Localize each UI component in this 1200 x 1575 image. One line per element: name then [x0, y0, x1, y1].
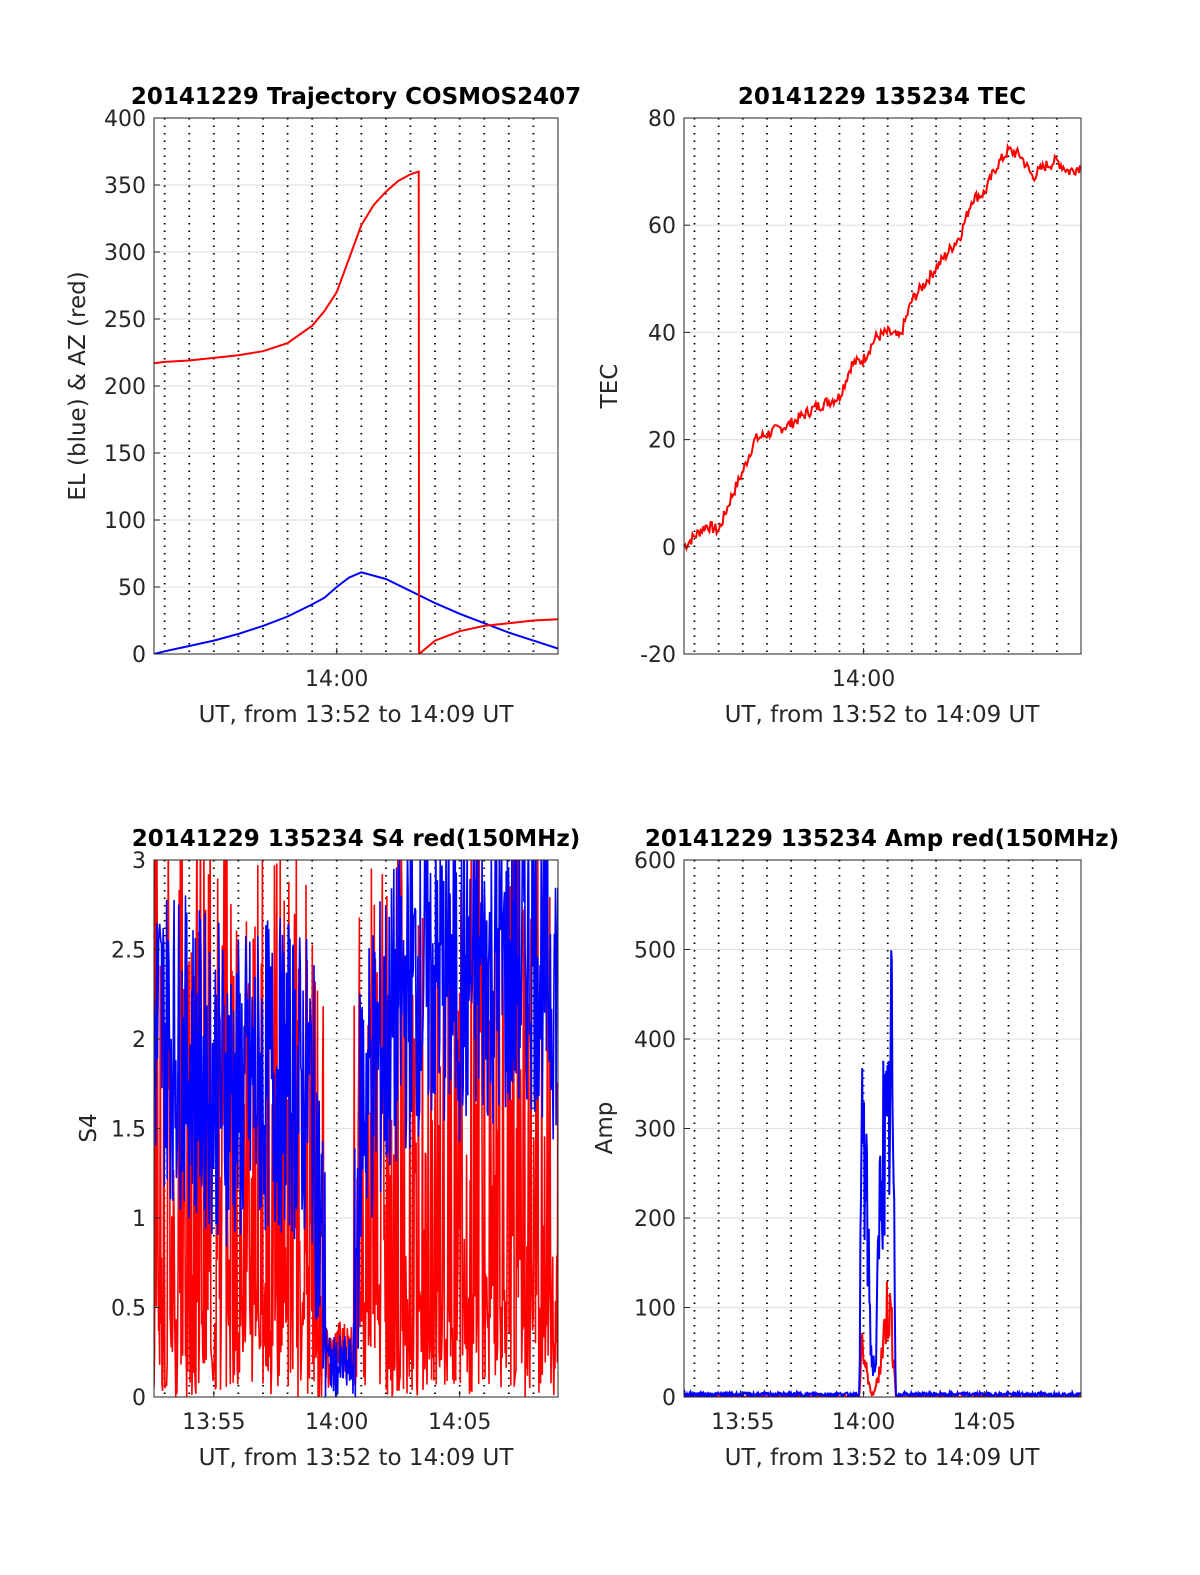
y-tick-label: 350: [104, 174, 146, 199]
y-tick-label: 50: [118, 576, 146, 601]
x-tick-label: 14:05: [953, 1410, 1016, 1435]
panel-trajectory: 20141229 Trajectory COSMOS2407 0 50 100 150…: [65, 84, 581, 728]
y-tick-label: 100: [634, 1297, 676, 1322]
series-line: [154, 571, 558, 654]
y-tick-label: 0: [662, 536, 676, 561]
y-tick-label: -20: [640, 643, 676, 668]
y-tick-label: 250: [104, 308, 146, 333]
title-s4: 20141229 135234 S4 red(150MHz): [132, 826, 581, 852]
ylabel-s4: S4: [76, 1113, 102, 1142]
y-tick-label: 20: [648, 429, 676, 454]
y-tick-label: 0: [132, 643, 146, 668]
y-tick-label: 40: [648, 321, 676, 346]
x-tick-label: 14:00: [305, 667, 368, 692]
panel-s4: 20141229 135234 S4 red(150MHz) 0 0.5 1 1.5 2…: [76, 826, 581, 1471]
series-line: [684, 950, 1081, 1397]
title-amp: 20141229 135234 Amp red(150MHz): [645, 826, 1119, 852]
y-tick-label: 200: [104, 375, 146, 400]
xlabel-tec: UT, from 13:52 to 14:09 UT: [725, 702, 1041, 728]
y-tick-label: 100: [104, 509, 146, 534]
xlabel-s4: UT, from 13:52 to 14:09 UT: [199, 1445, 515, 1471]
x-tick-label: 13:55: [182, 1410, 245, 1435]
ylabel-tec: TEC: [597, 364, 623, 410]
y-tick-label: 3: [132, 849, 146, 874]
y-tick-label: 600: [634, 849, 676, 874]
xlabel-amp: UT, from 13:52 to 14:09 UT: [725, 1445, 1041, 1471]
y-tick-label: 300: [104, 241, 146, 266]
series-line: [684, 142, 1081, 552]
x-tick-label: 14:00: [832, 667, 895, 692]
y-tick-label: 0: [132, 1386, 146, 1411]
y-tick-label: 300: [634, 1118, 676, 1143]
axes-frame-tec: [683, 117, 1082, 655]
series-line: [684, 1281, 1081, 1397]
y-tick-label: 1.5: [111, 1118, 146, 1143]
series-line: [154, 860, 558, 1397]
x-tick-label: 14:00: [832, 1410, 895, 1435]
y-tick-label: 200: [634, 1207, 676, 1232]
ylabel-trajectory: EL (blue) & AZ (red): [65, 271, 91, 500]
ylabel-amp: Amp: [592, 1102, 618, 1155]
y-tick-label: 0: [662, 1386, 676, 1411]
panel-tec: 20141229 135234 TEC -20 0 20 40 60 80 14:00 U…: [597, 84, 1082, 728]
y-tick-label: 500: [634, 939, 676, 964]
title-trajectory: 20141229 Trajectory COSMOS2407: [131, 84, 581, 110]
y-tick-label: 1: [132, 1207, 146, 1232]
x-tick-label: 13:55: [711, 1410, 774, 1435]
y-tick-label: 2: [132, 1028, 146, 1053]
y-tick-label: 400: [104, 107, 146, 132]
x-tick-label: 14:00: [305, 1410, 368, 1435]
y-tick-label: 0.5: [111, 1297, 146, 1322]
title-tec: 20141229 135234 TEC: [738, 84, 1026, 110]
x-tick-label: 14:05: [428, 1410, 491, 1435]
series-line: [154, 170, 558, 654]
y-tick-label: 150: [104, 442, 146, 467]
panel-amp: 20141229 135234 Amp red(150MHz) 0 100 200 3…: [592, 826, 1119, 1471]
y-tick-label: 60: [648, 214, 676, 239]
xlabel-trajectory: UT, from 13:52 to 14:09 UT: [199, 702, 515, 728]
y-tick-label: 400: [634, 1028, 676, 1053]
y-tick-label: 2.5: [111, 939, 146, 964]
y-tick-label: 80: [648, 107, 676, 132]
